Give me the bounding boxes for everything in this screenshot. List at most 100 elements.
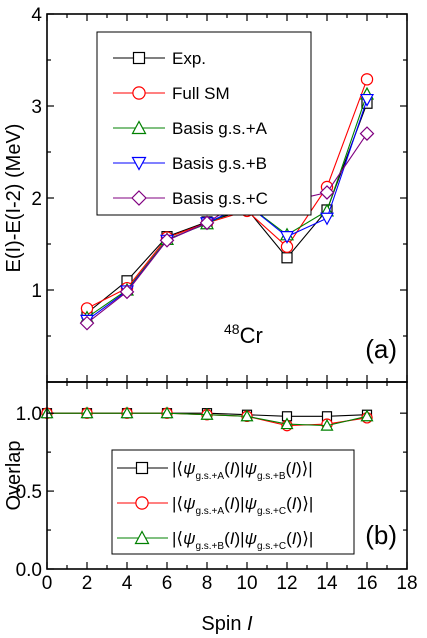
panel-a-y-tick-label: 4 (31, 5, 42, 26)
panel-a-data-point (359, 126, 375, 141)
legend-label-part: ψ (245, 529, 257, 548)
legend-label: Basis g.s.+C (172, 189, 268, 208)
x-axis-title: Spin I (201, 613, 253, 635)
legend-marker (132, 86, 146, 100)
panel-a-legend: Exp. Full SM Basis g.s.+A Basis g.s.+B Basis… (96, 31, 312, 216)
panel-a-data-point (199, 215, 215, 231)
panel-b-data-point (80, 406, 94, 419)
legend-marker (131, 156, 147, 171)
panel-b-y-tick-label: 0.5 (16, 482, 42, 503)
panel-a-nucleus-annotation: 48Cr (224, 321, 263, 348)
legend-label-part: ( (286, 529, 292, 548)
panel-a-label: (a) (365, 334, 397, 364)
legend-label: |⟨ψg.s.+A(I)|ψg.s.+B(I)⟩| (172, 459, 313, 482)
legend-label-part: ψ (245, 459, 257, 478)
panel-a-data-point (159, 232, 175, 248)
legend-label-part: ( (224, 529, 230, 548)
x-tick-label: 4 (122, 573, 133, 594)
x-tick-label: 2 (82, 573, 93, 594)
panel-b-y-tick-label: 0.0 (16, 560, 42, 581)
panel-a-series-line-1 (86, 79, 368, 309)
legend-label-part: I (230, 459, 235, 478)
legend-label-part: g.s.+B (195, 541, 224, 552)
legend-label-part: |⟨ (172, 529, 183, 548)
panel-b-label: (b) (365, 520, 397, 550)
legend-marker (134, 530, 150, 545)
panel-b-y-tick-label: 1.0 (16, 404, 42, 425)
legend-label-part: )⟩| (296, 459, 313, 478)
panel-a-y-tick-label: 2 (31, 189, 42, 210)
legend-label-part: g.s.+B (257, 471, 286, 482)
legend-marker (135, 496, 149, 510)
legend-label: Full SM (172, 84, 230, 103)
legend-label-part: ψ (183, 459, 195, 478)
legend-label-part: g.s.+A (195, 471, 224, 482)
legend-label-part: g.s.+C (257, 506, 286, 517)
legend-label-part: |⟨ (172, 459, 183, 478)
x-tick-label: 18 (396, 573, 417, 594)
panel-b-y-axis-title: Overlap (3, 440, 25, 510)
legend-label-part: ( (224, 494, 230, 513)
panel-a-data-point (279, 231, 295, 244)
legend-label-part: ( (286, 494, 292, 513)
x-tick-label: 12 (276, 573, 297, 594)
legend-label: |⟨ψg.s.+A(I)|ψg.s.+C(I)⟩| (172, 494, 313, 517)
legend-box (96, 31, 312, 216)
panel-a-energy-differences: 1 2 3 4 E(I)-E(I-2) (MeV) Exp. Full SM Basis g.… (3, 5, 408, 383)
legend-label-part: ψ (245, 494, 257, 513)
legend-label-part: I (292, 529, 297, 548)
legend-label: Basis g.s.+A (172, 119, 268, 138)
legend-label-part: )⟩| (297, 529, 314, 548)
legend-label-part: g.s.+C (257, 541, 286, 552)
nucleus-mass-number: 48 (224, 321, 240, 337)
x-axis-title-word: Spin (201, 613, 247, 635)
panel-a-data-point (119, 284, 135, 300)
legend-box (111, 449, 355, 555)
legend-label-part: I (292, 494, 297, 513)
legend-label-part: )| (234, 494, 244, 513)
panel-b-data-point (120, 406, 134, 419)
legend-label-part: ψ (183, 529, 195, 548)
x-tick-label: 10 (236, 573, 257, 594)
panel-b-data-point (160, 406, 174, 419)
legend-label-part: I (291, 459, 296, 478)
panel-a-data-point (319, 212, 335, 226)
legend-label-part: )⟩| (297, 494, 314, 513)
legend-label-part: )| (234, 459, 244, 478)
panel-a-data-point (281, 252, 293, 264)
panel-b-data-point (360, 409, 374, 422)
panel-a-y-axis-title: E(I)-E(I-2) (MeV) (3, 124, 25, 273)
legend-marker (131, 190, 147, 206)
panel-b-data-point (280, 417, 294, 430)
legend-label: Exp. (172, 49, 206, 68)
legend-label-part: I (230, 494, 235, 513)
panel-a-data-point (360, 73, 374, 86)
panel-b-data-point (240, 409, 254, 422)
x-axis-title-symbol: I (247, 613, 253, 635)
nucleus-element: Cr (240, 323, 263, 348)
panel-a-data-point (79, 315, 95, 331)
legend-label-part: ( (286, 459, 292, 478)
legend-label: |⟨ψg.s.+B(I)|ψg.s.+C(I)⟩| (172, 529, 313, 552)
legend-label-part: I (230, 529, 235, 548)
legend-label-part: |⟨ (172, 494, 183, 513)
legend-label-part: ψ (183, 494, 195, 513)
legend-marker (132, 51, 146, 65)
panel-a-data-point (319, 185, 335, 200)
panel-a-y-tick-label: 1 (31, 281, 42, 302)
x-tick-label: 14 (316, 573, 338, 594)
panel-b-data-point (200, 407, 214, 420)
panel-a-y-tick-label: 3 (31, 97, 42, 118)
panel-b-legend: |⟨ψg.s.+A(I)|ψg.s.+B(I)⟩||⟨ψg.s.+A(I)|ψg… (111, 449, 355, 555)
legend-label-part: g.s.+A (195, 506, 224, 517)
x-tick-label: 8 (202, 573, 213, 594)
x-tick-label: 6 (162, 573, 173, 594)
panel-a-data-point (359, 93, 375, 107)
legend-label-part: ( (224, 459, 230, 478)
legend-label: Basis g.s.+B (172, 154, 267, 173)
x-tick-label: 0 (42, 573, 53, 594)
legend-marker (131, 120, 147, 135)
panel-b-data-point (320, 418, 334, 431)
